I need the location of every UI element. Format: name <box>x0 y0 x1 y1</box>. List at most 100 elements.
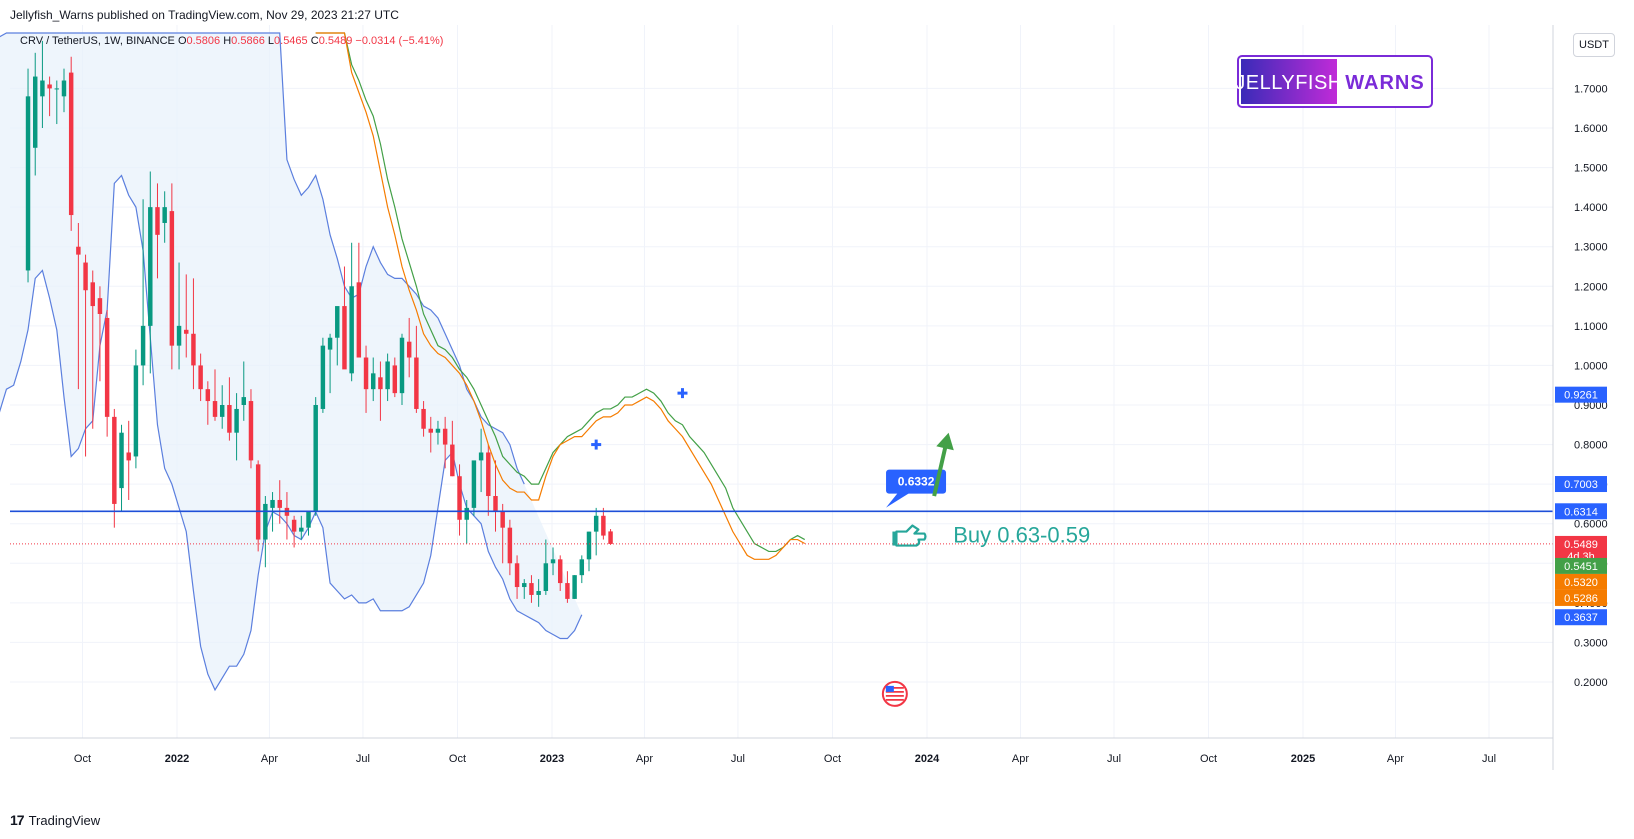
y-tick-label: 1.2000 <box>1574 281 1608 293</box>
legend-open-label: O <box>177 35 187 47</box>
price-tag: 0.5286 <box>1555 589 1607 606</box>
cross-markers <box>591 388 688 450</box>
candle <box>234 393 239 461</box>
candle <box>406 317 412 378</box>
price-tag: 0.5451 <box>1555 557 1607 574</box>
candle <box>148 171 153 374</box>
x-tick-label: 2022 <box>165 753 189 765</box>
candle <box>543 539 549 595</box>
candle <box>378 361 383 421</box>
candle <box>54 80 60 125</box>
candle <box>263 496 268 568</box>
candle <box>522 579 527 599</box>
price-tag: 0.9261 <box>1555 386 1607 403</box>
x-tick-label: Apr <box>1012 753 1029 765</box>
candle <box>572 575 577 599</box>
candle <box>212 369 218 421</box>
y-tick-label: 0.2000 <box>1574 677 1608 689</box>
candle <box>119 424 124 512</box>
x-tick-label: Jul <box>1482 753 1496 765</box>
candle <box>385 353 390 402</box>
candle <box>219 385 225 429</box>
y-tick-label: 1.6000 <box>1574 123 1608 135</box>
candle <box>464 499 469 544</box>
candle <box>47 76 52 117</box>
buy-annotation-text[interactable]: Buy 0.63-0.59 <box>953 522 1090 547</box>
candle <box>363 345 369 413</box>
logo-right-text: WARNS <box>1345 72 1424 94</box>
callout-label: 0.6332 <box>898 475 935 489</box>
legend-high: 0.5866 <box>231 35 265 47</box>
candle <box>493 460 498 532</box>
candle <box>371 357 376 402</box>
y-tick-label: 1.5000 <box>1574 163 1608 175</box>
candle <box>550 547 556 576</box>
symbol-legend: CRV / TetherUS, 1W, BINANCE O0.5806 H0.5… <box>20 35 443 47</box>
y-tick-label: 0.6000 <box>1574 519 1608 531</box>
candle <box>112 408 117 528</box>
y-tick-label: 0.8000 <box>1574 440 1608 452</box>
price-tag: 0.5320 <box>1555 573 1607 590</box>
x-axis-ticks[interactable]: Oct 2022 Apr Jul Oct 2023 Apr Jul Oct 2024 Apr Jul O… <box>74 753 1496 765</box>
level-callout[interactable]: 0.6332 <box>886 469 947 508</box>
y-tick-label: 0.3000 <box>1574 637 1608 649</box>
price-tag-label: 0.5489 <box>1564 539 1598 551</box>
up-arrow-icon[interactable] <box>932 432 954 497</box>
hand-pointer-icon[interactable] <box>892 524 927 547</box>
candle <box>90 270 95 429</box>
price-tag-label: 0.5286 <box>1564 593 1598 605</box>
price-tag-label: 0.7003 <box>1564 479 1598 491</box>
candle <box>176 262 182 370</box>
candle <box>277 480 282 524</box>
candle <box>414 325 419 413</box>
candle <box>198 353 203 402</box>
legend-symbol: CRV / TetherUS, 1W, BINANCE <box>20 35 175 47</box>
candle <box>104 310 110 437</box>
candle <box>205 381 211 425</box>
x-tick-label: 2023 <box>540 753 564 765</box>
candle <box>557 555 563 591</box>
price-tag-label: 0.5451 <box>1564 561 1598 573</box>
candle <box>32 52 38 176</box>
candle <box>40 40 45 128</box>
currency-button[interactable]: USDT <box>1573 33 1615 57</box>
candle <box>356 242 362 358</box>
candle <box>500 503 505 564</box>
candle <box>68 56 74 231</box>
candle <box>507 519 513 576</box>
candle <box>61 68 67 113</box>
candle <box>320 337 326 413</box>
callout-box <box>886 469 947 494</box>
price-tag: 0.7003 <box>1555 476 1607 493</box>
x-tick-label: Oct <box>824 753 841 765</box>
legend-open: 0.5806 <box>186 35 221 47</box>
candle <box>291 515 297 548</box>
y-tick-label: 1.0000 <box>1574 360 1608 372</box>
logo-left-text: JELLYFISH <box>1237 72 1343 94</box>
us-flag-icon[interactable] <box>881 680 908 707</box>
y-tick-label: 1.3000 <box>1574 242 1608 254</box>
candle <box>442 416 448 469</box>
x-tick-label: Oct <box>1200 753 1217 765</box>
candle <box>255 460 261 552</box>
published-info: Jellyfish_Warns published on TradingView… <box>10 8 399 22</box>
candle <box>76 222 81 390</box>
y-tick-label: 1.7000 <box>1574 83 1608 95</box>
candle <box>155 183 160 279</box>
candle <box>514 555 520 599</box>
candle <box>140 199 146 386</box>
candle <box>529 575 534 603</box>
price-tag-label: 0.5320 <box>1564 577 1598 589</box>
legend-high-label: H <box>223 35 232 47</box>
candle <box>586 531 592 572</box>
x-tick-label: Apr <box>1387 753 1404 765</box>
candle <box>478 428 484 493</box>
tradingview-footer[interactable]: 17 TradingView <box>10 812 100 828</box>
candle <box>421 401 426 437</box>
x-tick-label: 2025 <box>1291 753 1315 765</box>
candle <box>608 529 613 545</box>
candle <box>399 333 405 405</box>
candle <box>97 286 103 382</box>
